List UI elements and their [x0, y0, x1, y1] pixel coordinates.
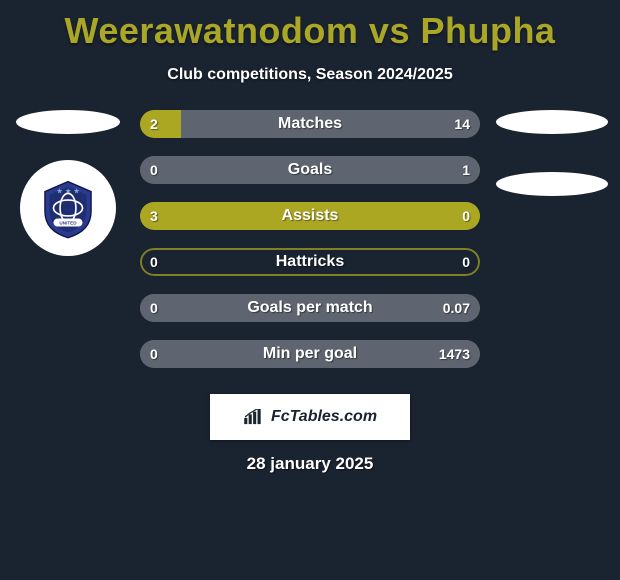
stat-row: 00Hattricks	[140, 248, 480, 276]
stat-row: 00.07Goals per match	[140, 294, 480, 322]
stat-label: Goals per match	[140, 299, 480, 317]
stat-label: Assists	[140, 207, 480, 225]
left-player-oval	[16, 110, 120, 134]
left-club-crest: ★ ★ ★ UNITED	[20, 160, 116, 256]
stat-row: 01Goals	[140, 156, 480, 184]
stat-label: Matches	[140, 115, 480, 133]
bars-container: 214Matches 01Goals 30Assists 00Hattricks 00.…	[140, 110, 480, 386]
stat-row: 01473Min per goal	[140, 340, 480, 368]
subtitle: Club competitions, Season 2024/2025	[0, 66, 620, 84]
stat-row: 214Matches	[140, 110, 480, 138]
page-title: Weerawatnodom vs Phupha	[0, 0, 620, 52]
stat-label: Min per goal	[140, 345, 480, 363]
right-player-oval-1	[496, 110, 608, 134]
right-player-logos	[492, 110, 612, 206]
source-attribution: FcTables.com	[210, 394, 410, 440]
left-player-logos: ★ ★ ★ UNITED	[8, 110, 128, 256]
stat-label: Goals	[140, 161, 480, 179]
snapshot-date: 28 january 2025	[0, 454, 620, 474]
right-player-oval-2	[496, 172, 608, 196]
bar-chart-icon	[243, 409, 265, 425]
stat-label: Hattricks	[140, 253, 480, 271]
crest-icon: ★ ★ ★ UNITED	[35, 175, 101, 241]
stat-row: 30Assists	[140, 202, 480, 230]
svg-text:UNITED: UNITED	[59, 221, 77, 226]
brand-label: FcTables.com	[271, 408, 377, 426]
